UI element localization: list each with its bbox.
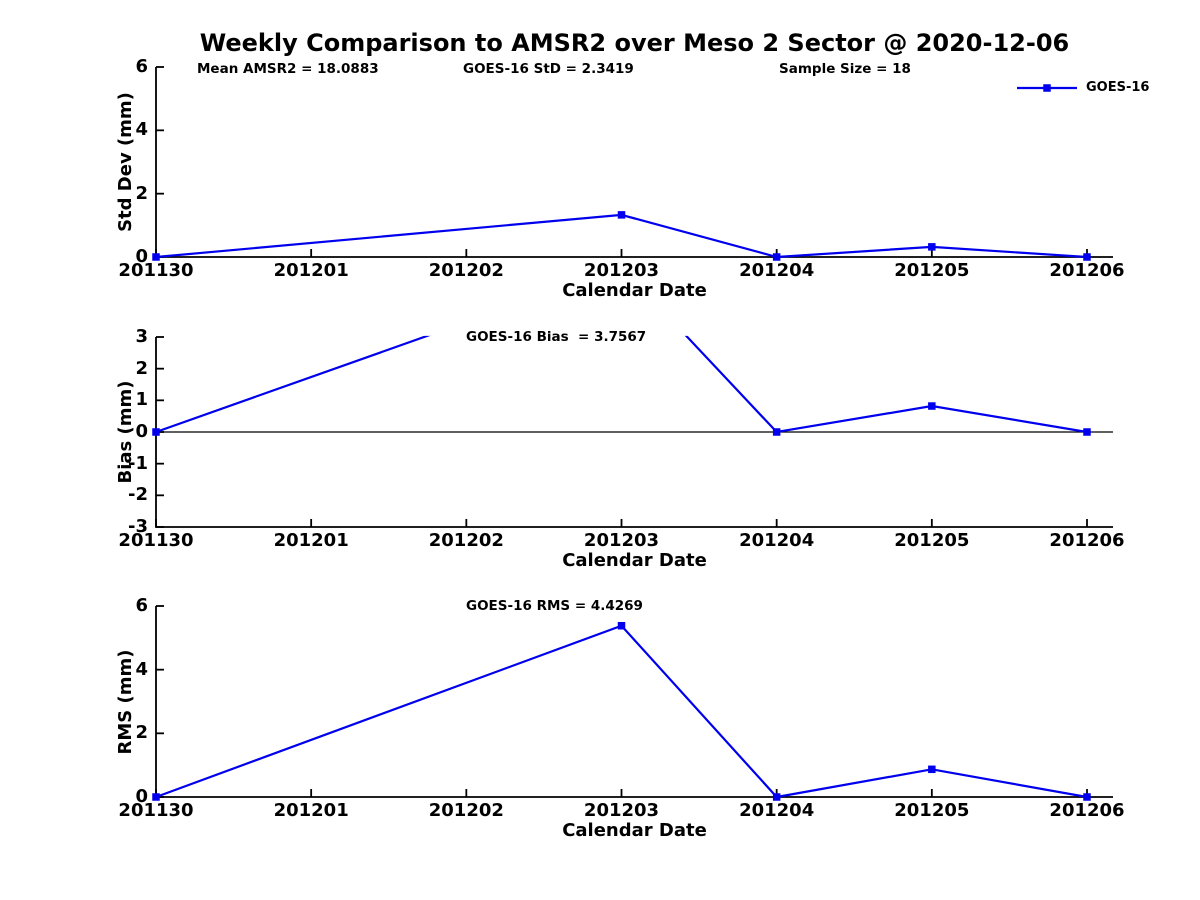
x-tick-label: 201203 (583, 530, 660, 551)
chart-title: Weekly Comparison to AMSR2 over Meso 2 S… (199, 29, 1070, 57)
x-tick-label: 201201 (273, 260, 349, 281)
y-axis-label: RMS (mm) (115, 649, 136, 755)
data-point-marker (1083, 253, 1091, 261)
x-tick-label: 201203 (583, 800, 660, 821)
x-tick-label: 201201 (273, 800, 349, 821)
x-tick-label: 201202 (428, 260, 504, 281)
y-tick-label: -3 (128, 516, 148, 537)
axis-frame (155, 606, 1113, 798)
y-axis-label: Bias (mm) (115, 380, 136, 484)
data-point-marker (928, 243, 936, 251)
annotation: GOES-16 StD = 2.3419 (463, 61, 634, 77)
y-tick-label: 4 (135, 119, 148, 141)
x-tick-label: 201206 (1049, 530, 1125, 551)
data-point-marker (617, 211, 626, 219)
x-tick-label: 201206 (1049, 800, 1125, 821)
x-tick-label: 201202 (428, 800, 504, 821)
data-point-marker (1083, 793, 1091, 801)
data-point-marker (617, 621, 626, 630)
data-point-marker (772, 793, 781, 801)
annotation: Sample Size = 18 (779, 61, 911, 77)
annotation: GOES-16 Bias = 3.7567 (466, 329, 647, 345)
x-axis-label: Calendar Date (562, 280, 707, 301)
x-tick-label: 201130 (118, 530, 194, 551)
data-point-marker (152, 253, 160, 261)
x-tick-label: 201205 (894, 800, 970, 821)
y-tick-label: -1 (128, 452, 148, 474)
legend-label: GOES-16 (1086, 80, 1150, 95)
data-point-marker (152, 793, 160, 801)
x-tick-label: 201201 (273, 530, 349, 551)
x-tick-label: 201206 (1049, 260, 1125, 281)
x-tick-label: 201205 (894, 530, 970, 551)
data-point-marker (928, 402, 936, 410)
x-tick-label: 201130 (118, 800, 194, 821)
x-axis-label: Calendar Date (562, 550, 707, 571)
data-point-marker (772, 428, 781, 436)
data-point-marker (152, 428, 160, 436)
y-tick-label: 0 (135, 786, 148, 807)
y-tick-label: 0 (135, 246, 148, 267)
legend-marker (1043, 84, 1051, 92)
data-point-marker (928, 765, 936, 774)
y-tick-label: 2 (135, 722, 148, 744)
y-tick-label: 3 (135, 326, 148, 347)
y-tick-label: 6 (135, 56, 148, 77)
annotation: Mean AMSR2 = 18.0883 (197, 61, 379, 77)
x-tick-label: 201204 (739, 530, 815, 551)
y-tick-label: 2 (135, 182, 148, 204)
x-tick-label: 201130 (118, 260, 194, 281)
x-tick-label: 201205 (894, 260, 970, 281)
y-tick-label: -2 (128, 484, 148, 506)
annotation: GOES-16 RMS = 4.4269 (466, 598, 643, 614)
x-tick-label: 201203 (583, 260, 660, 281)
y-tick-label: 1 (135, 389, 148, 411)
y-tick-label: 4 (135, 658, 148, 680)
y-tick-label: 6 (135, 595, 148, 616)
x-axis-label: Calendar Date (562, 820, 707, 841)
y-tick-label: 2 (135, 357, 148, 379)
axis-frame (155, 67, 1113, 258)
x-tick-label: 201204 (739, 260, 815, 281)
x-tick-label: 201204 (739, 800, 815, 821)
series-line (155, 624, 1088, 799)
data-point-marker (1083, 428, 1091, 436)
x-tick-label: 201202 (428, 530, 504, 551)
data-point-marker (772, 253, 781, 261)
y-axis-label: Std Dev (mm) (115, 92, 136, 232)
y-tick-label: 0 (135, 421, 148, 442)
